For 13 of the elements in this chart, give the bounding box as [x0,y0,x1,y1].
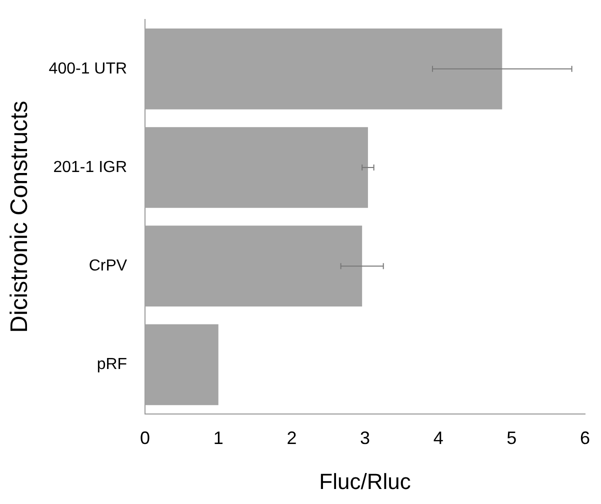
x-tick-label: 6 [580,428,590,448]
x-tick-label: 2 [286,428,297,448]
x-tick-label: 5 [506,428,517,448]
x-tick-label: 4 [433,428,444,448]
x-axis-title: Fluc/Rluc [319,468,411,494]
y-axis-title: Dicistronic Constructs [6,100,34,333]
x-tick-label: 0 [140,428,150,448]
y-tick-label: pRF [96,356,128,374]
y-tick-label: 201-1 IGR [53,158,128,176]
y-tick-label: 400-1 UTR [48,60,128,78]
x-tick-label: 1 [213,428,224,448]
y-tick-label: CrPV [88,258,128,275]
x-tick-label: 3 [360,428,370,448]
